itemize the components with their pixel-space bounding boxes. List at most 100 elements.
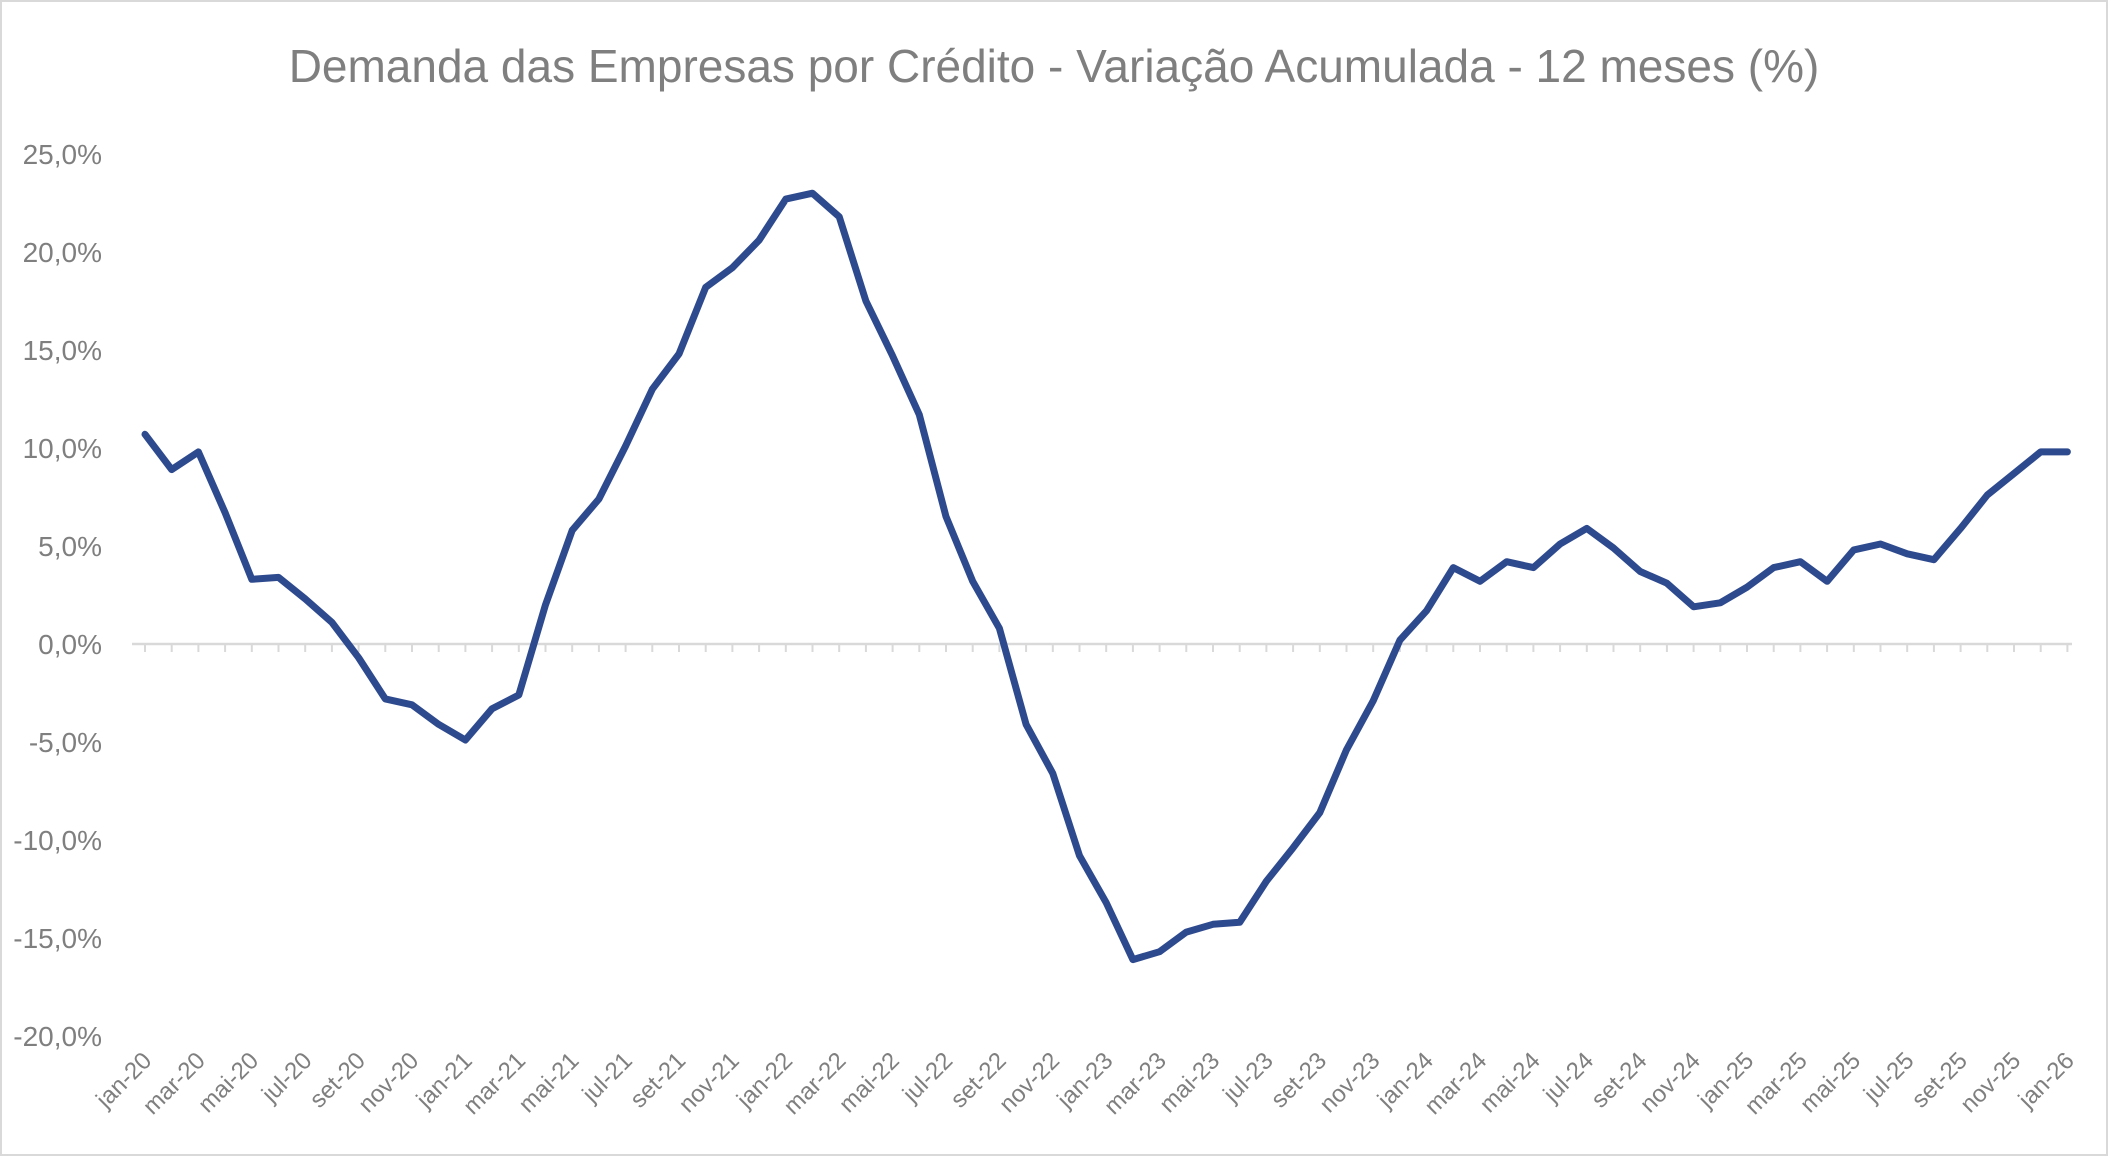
y-tick-label: 5,0% xyxy=(38,531,102,562)
data-point xyxy=(595,495,602,502)
data-point xyxy=(1583,525,1590,532)
data-point xyxy=(889,352,896,359)
x-axis xyxy=(132,642,2072,652)
x-tick-label: mai-21 xyxy=(513,1047,584,1118)
data-point xyxy=(2037,448,2044,455)
data-point xyxy=(1610,544,1617,551)
chart-title: Demanda das Empresas por Crédito - Varia… xyxy=(289,40,1820,92)
data-point xyxy=(1717,599,1724,606)
data-point xyxy=(2064,448,2071,455)
data-point xyxy=(168,466,175,473)
data-point xyxy=(756,237,763,244)
data-point xyxy=(248,576,255,583)
data-point xyxy=(2011,470,2018,477)
data-point xyxy=(1530,564,1537,571)
data-point xyxy=(1797,558,1804,565)
data-point xyxy=(1770,564,1777,571)
data-point xyxy=(1129,956,1136,963)
data-point xyxy=(1637,568,1644,575)
x-tick-label: nov-20 xyxy=(353,1047,424,1118)
data-point xyxy=(969,578,976,585)
data-point xyxy=(649,386,656,393)
x-tick-label: nov-23 xyxy=(1314,1047,1385,1118)
series-line xyxy=(141,189,2071,964)
data-point xyxy=(1477,578,1484,585)
data-point xyxy=(1023,721,1030,728)
data-point xyxy=(943,513,950,520)
data-point xyxy=(1744,584,1751,591)
data-point xyxy=(1824,578,1831,585)
data-point xyxy=(1316,809,1323,816)
x-tick-label: mai-20 xyxy=(193,1047,264,1118)
x-tick-label: jan-26 xyxy=(2013,1047,2080,1114)
data-point xyxy=(542,601,549,608)
data-point xyxy=(862,298,869,305)
data-point xyxy=(729,264,736,271)
data-point xyxy=(1236,919,1243,926)
data-point xyxy=(1263,878,1270,885)
data-point xyxy=(1557,541,1564,548)
data-point xyxy=(355,654,362,661)
x-tick-label: nov-25 xyxy=(1955,1047,2026,1118)
data-point xyxy=(328,619,335,626)
y-tick-label: -20,0% xyxy=(13,1021,102,1052)
data-point xyxy=(1156,948,1163,955)
data-point xyxy=(1343,746,1350,753)
data-point xyxy=(489,705,496,712)
data-point xyxy=(916,411,923,418)
y-tick-label: -5,0% xyxy=(29,727,102,758)
data-point xyxy=(1663,580,1670,587)
x-tick-label: nov-22 xyxy=(994,1047,1065,1118)
data-point xyxy=(222,509,229,516)
data-point xyxy=(1877,541,1884,548)
data-point xyxy=(1904,550,1911,557)
data-point xyxy=(1450,564,1457,571)
x-tick-label: nov-21 xyxy=(674,1047,745,1118)
x-axis-ticks: jan-20mar-20mai-20jul-20set-20nov-20jan-… xyxy=(90,1047,2079,1120)
x-tick-label: nov-24 xyxy=(1635,1047,1706,1118)
data-point xyxy=(1290,844,1297,851)
data-point xyxy=(676,350,683,357)
data-point xyxy=(569,527,576,534)
data-point xyxy=(702,284,709,291)
data-point xyxy=(1103,899,1110,906)
series-group xyxy=(141,189,2071,964)
x-tick-label: mai-22 xyxy=(834,1047,905,1118)
data-point xyxy=(622,443,629,450)
data-point xyxy=(1957,525,1964,532)
data-point xyxy=(1183,929,1190,936)
y-tick-label: 20,0% xyxy=(23,237,102,268)
y-tick-label: 10,0% xyxy=(23,433,102,464)
data-point xyxy=(782,196,789,203)
data-point xyxy=(809,190,816,197)
data-point xyxy=(1984,492,1991,499)
y-tick-label: 0,0% xyxy=(38,629,102,660)
y-tick-label: 25,0% xyxy=(23,139,102,170)
data-point xyxy=(1850,546,1857,553)
data-point xyxy=(275,574,282,581)
x-tick-label: mai-23 xyxy=(1154,1047,1225,1118)
data-point xyxy=(996,625,1003,632)
data-point xyxy=(1370,697,1377,704)
data-point xyxy=(1930,556,1937,563)
data-point xyxy=(1423,607,1430,614)
data-point xyxy=(1076,852,1083,859)
data-point xyxy=(302,595,309,602)
data-point xyxy=(435,721,442,728)
x-tick-label: mai-25 xyxy=(1795,1047,1866,1118)
data-point xyxy=(836,213,843,220)
y-tick-label: -15,0% xyxy=(13,923,102,954)
y-axis-ticks: 25,0% 20,0% 15,0% 10,0% 5,0% 0,0% -5,0% -10,0% -… xyxy=(13,139,102,1052)
data-point xyxy=(382,695,389,702)
data-point xyxy=(1690,603,1697,610)
y-tick-label: -10,0% xyxy=(13,825,102,856)
data-point xyxy=(142,431,149,438)
y-tick-label: 15,0% xyxy=(23,335,102,366)
data-point xyxy=(195,448,202,455)
data-point xyxy=(1396,637,1403,644)
data-point xyxy=(1503,558,1510,565)
data-point xyxy=(409,701,416,708)
data-point xyxy=(515,691,522,698)
